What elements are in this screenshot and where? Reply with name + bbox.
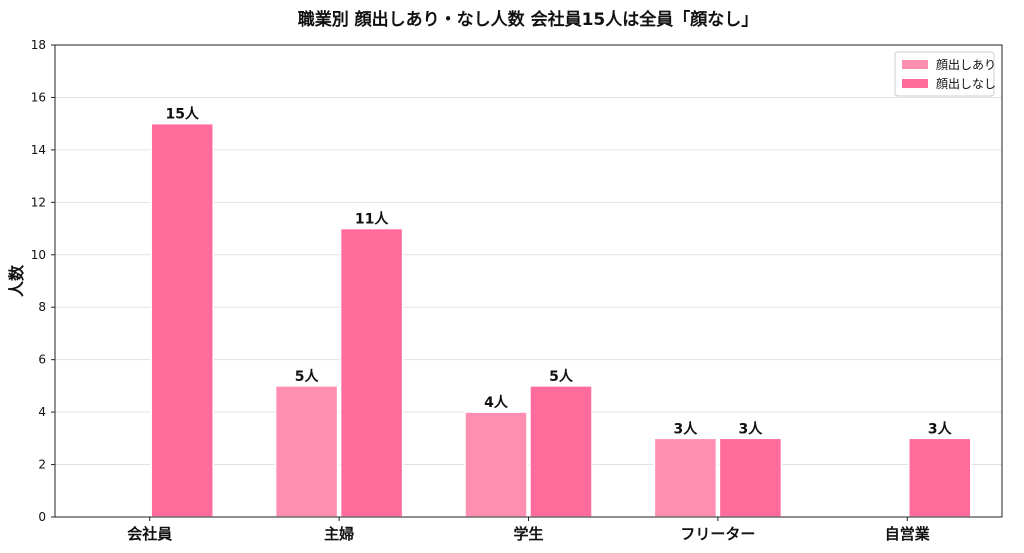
y-tick-label: 4	[38, 405, 46, 419]
chart-title: 職業別 顔出しあり・なし人数 会社員15人は全員「顔なし」	[298, 9, 759, 30]
y-tick-label: 14	[31, 143, 46, 157]
data-label: 3人	[739, 420, 764, 437]
data-label: 15人	[165, 106, 199, 123]
x-category-label: 会社員	[127, 525, 172, 543]
x-category-label: 学生	[513, 525, 543, 543]
data-label: 4人	[484, 394, 509, 411]
data-label: 5人	[549, 368, 574, 385]
y-tick-label: 2	[38, 458, 46, 472]
y-tick-label: 10	[31, 248, 46, 262]
legend-swatch	[902, 79, 928, 88]
bar-face-hidden	[339, 227, 404, 518]
bars-group	[150, 122, 972, 518]
bar-face-hidden	[908, 437, 972, 518]
y-tick-labels: 0 2 4 6 8 10 12 14 16 18	[31, 38, 46, 524]
axes	[51, 44, 1003, 521]
data-label: 11人	[355, 211, 389, 228]
y-tick-label: 6	[38, 353, 46, 367]
data-labels: 15人 5人 11人 4人 5人 3人 3人 3人	[165, 106, 952, 438]
bar-face-hidden	[150, 122, 214, 518]
bar-face-hidden	[718, 437, 783, 518]
bar-face-shown	[653, 437, 718, 518]
bar-face-shown	[464, 411, 528, 518]
legend-label: 顔出しあり	[936, 57, 996, 72]
data-label: 3人	[928, 420, 953, 437]
y-tick-label: 16	[31, 90, 46, 104]
y-tick-label: 18	[31, 38, 46, 52]
legend-label: 顔出しなし	[936, 76, 996, 91]
x-category-labels: 会社員 主婦 学生 フリーター 自営業	[127, 525, 931, 543]
x-category-label: フリーター	[680, 525, 755, 543]
y-axis-label: 人数	[7, 264, 26, 297]
legend-swatch	[902, 60, 928, 69]
data-label: 5人	[295, 368, 320, 385]
bar-face-shown	[274, 385, 339, 518]
x-category-label: 主婦	[324, 525, 354, 543]
y-tick-label: 12	[31, 195, 46, 209]
data-label: 3人	[674, 420, 699, 437]
bar-face-hidden	[529, 385, 593, 518]
x-category-label: 自営業	[885, 525, 931, 543]
y-tick-label: 8	[38, 300, 46, 314]
y-tick-label: 0	[38, 510, 46, 524]
